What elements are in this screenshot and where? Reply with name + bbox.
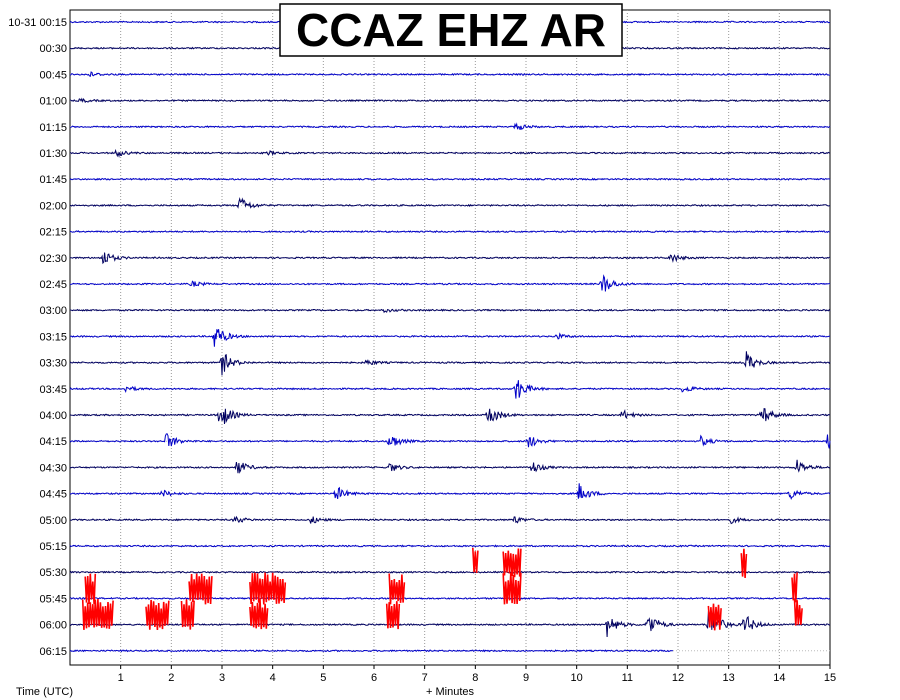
x-tick-label: 5 bbox=[320, 672, 326, 684]
seismic-trace bbox=[70, 148, 831, 158]
clipped-trace-segment bbox=[385, 601, 401, 630]
row-time-label: 06:15 bbox=[39, 646, 67, 658]
seismic-trace bbox=[69, 433, 831, 449]
seismic-trace bbox=[69, 308, 831, 314]
x-tick-label: 8 bbox=[472, 672, 478, 684]
seismic-trace bbox=[69, 122, 831, 131]
seismic-trace bbox=[69, 229, 831, 234]
clipped-trace-segment bbox=[793, 598, 803, 626]
x-tick-label: 11 bbox=[622, 672, 633, 684]
x-tick-label: 3 bbox=[219, 672, 225, 684]
row-time-labels: 10-31 00:15 00:30 00:45 01:00 01:15 01:30 01:4… bbox=[8, 17, 67, 658]
row-time-label: 05:30 bbox=[39, 567, 67, 579]
seismic-trace bbox=[69, 483, 831, 500]
x-tick-labels: 1 2 3 4 5 6 7 8 9 10 11 12 13 14 15 bbox=[118, 665, 836, 684]
clipped-trace-segment bbox=[502, 548, 522, 578]
chart-title: CCAZ EHZ AR bbox=[296, 4, 606, 56]
row-time-label: 00:45 bbox=[39, 69, 67, 81]
x-tick-label: 10 bbox=[571, 672, 583, 684]
row-time-label: 01:30 bbox=[39, 148, 67, 160]
seismic-trace bbox=[69, 71, 831, 78]
seismic-trace bbox=[69, 570, 831, 574]
seismic-trace bbox=[70, 407, 831, 425]
seismic-trace bbox=[69, 609, 831, 638]
x-tick-label: 7 bbox=[422, 672, 428, 684]
seismic-trace bbox=[69, 649, 674, 653]
row-time-label: 10-31 00:15 bbox=[8, 17, 67, 29]
clipped-trace-segment bbox=[249, 598, 269, 630]
x-tick-label: 6 bbox=[371, 672, 377, 684]
row-time-label: 04:15 bbox=[39, 436, 67, 448]
row-time-label: 04:45 bbox=[39, 489, 67, 501]
clipped-trace-segment bbox=[388, 573, 406, 605]
seismic-trace bbox=[69, 177, 831, 181]
clipped-trace-segment bbox=[740, 548, 748, 579]
row-time-label: 05:15 bbox=[39, 541, 67, 553]
clipped-trace-segment bbox=[188, 573, 213, 605]
seismic-trace bbox=[69, 252, 831, 265]
row-time-label: 03:30 bbox=[39, 358, 67, 370]
row-time-label: 01:15 bbox=[39, 122, 67, 134]
row-time-label: 04:00 bbox=[39, 410, 67, 422]
y-axis-label: Time (UTC) bbox=[16, 686, 73, 698]
x-tick-label: 1 bbox=[118, 672, 124, 684]
row-time-label: 02:00 bbox=[39, 200, 67, 212]
seismic-trace bbox=[69, 274, 831, 292]
row-time-label: 00:30 bbox=[39, 43, 67, 55]
seismic-trace bbox=[69, 544, 831, 548]
row-time-label: 02:15 bbox=[39, 227, 67, 239]
x-tick-label: 2 bbox=[168, 672, 174, 684]
row-time-label: 03:15 bbox=[39, 331, 67, 343]
row-time-label: 01:45 bbox=[39, 174, 67, 186]
x-tick-label: 14 bbox=[773, 672, 785, 684]
row-time-label: 06:00 bbox=[39, 620, 67, 632]
clipped-trace-segment bbox=[502, 572, 522, 605]
row-time-label: 01:00 bbox=[39, 96, 67, 108]
seismic-trace bbox=[69, 515, 831, 525]
title-box bbox=[279, 3, 623, 57]
row-time-label: 03:00 bbox=[39, 305, 67, 317]
clipped-trace-segment bbox=[472, 547, 479, 573]
clipped-trace-segment bbox=[180, 599, 195, 630]
seismic-trace bbox=[69, 596, 831, 600]
seismic-trace bbox=[69, 351, 831, 376]
x-tick-label: 12 bbox=[672, 672, 684, 684]
plot-area bbox=[69, 9, 831, 666]
seismic-trace bbox=[69, 380, 831, 399]
x-tick-label: 15 bbox=[824, 672, 836, 684]
clipped-trace-segment bbox=[84, 573, 97, 605]
seismic-trace bbox=[69, 329, 831, 347]
x-axis-label: + Minutes bbox=[426, 686, 474, 698]
clipped-trace-segment bbox=[145, 599, 170, 630]
row-time-label: 03:45 bbox=[39, 384, 67, 396]
seismic-trace bbox=[69, 197, 831, 209]
seismic-trace bbox=[69, 459, 831, 474]
row-time-label: 05:00 bbox=[39, 515, 67, 527]
seismic-trace bbox=[69, 97, 831, 104]
row-time-label: 02:30 bbox=[39, 253, 67, 265]
row-time-label: 04:30 bbox=[39, 462, 67, 474]
row-time-label: 05:45 bbox=[39, 593, 67, 605]
x-tick-label: 9 bbox=[523, 672, 529, 684]
clipped-trace-segment bbox=[249, 572, 287, 605]
x-tick-label: 4 bbox=[270, 672, 276, 684]
x-tick-label: 13 bbox=[723, 672, 735, 684]
row-time-label: 02:45 bbox=[39, 279, 67, 291]
clipped-trace-segment bbox=[81, 599, 114, 630]
clipped-trace-segment bbox=[707, 603, 722, 631]
clipped-trace-segment bbox=[791, 572, 798, 603]
